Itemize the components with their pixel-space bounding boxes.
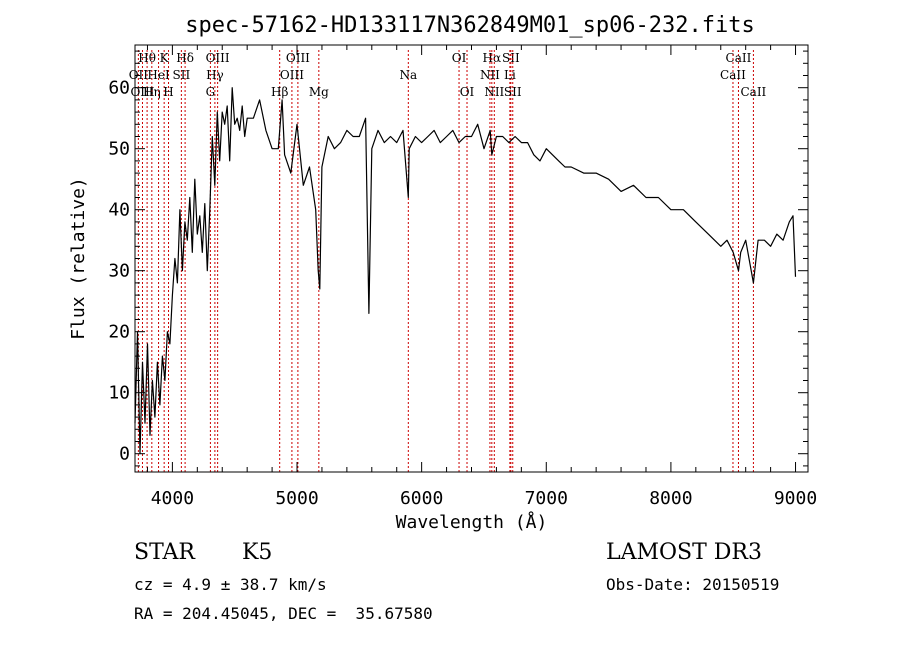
survey-name: LAMOST DR3 [606,540,762,565]
redshift-readout: cz = 4.9 ± 38.7 km/s [134,575,327,594]
y-tick-label: 10 [108,383,130,404]
x-axis-title: Wavelength (Å) [396,511,548,533]
marker-label: CaII [740,85,766,99]
marker-label: OIII [280,68,304,82]
x-tick-label: 8000 [649,488,692,509]
marker-label: CaII [726,51,752,65]
marker-label: G [206,85,216,99]
spectrum-line [134,87,797,455]
y-axis-title: Flux (relative) [68,177,89,340]
marker-label: Hθ [138,51,156,65]
marker-label: K [160,51,170,65]
marker-label: OIII [206,51,230,65]
chart-title: spec-57162-HD133117N362849M01_sp06-232.f… [185,13,755,38]
y-tick-label: 20 [108,322,130,343]
obs-date: Obs-Date: 20150519 [606,575,780,594]
marker-label: SII [173,68,191,82]
x-tick-label: 7000 [525,488,568,509]
marker-label: SII [502,51,520,65]
marker-label: Hη [143,85,161,99]
y-axis: 0 10 20 30 40 50 60 [108,50,808,467]
x-tick-label: 5000 [275,488,318,509]
marker-label: H [163,85,173,99]
marker-label: OIII [130,85,154,99]
marker-label: OI [460,85,475,99]
marker-label: Hγ [206,68,224,82]
y-tick-label: 60 [108,78,130,99]
coordinates: RA = 204.45045, DEC = 35.67580 [134,604,433,623]
marker-label: NII [484,85,504,99]
x-tick-label: 4000 [151,488,194,509]
object-subclass: K5 [242,540,273,565]
x-tick-label: 6000 [400,488,443,509]
plot-frame [134,44,809,473]
y-tick-label: 40 [108,200,130,221]
marker-label: Na [399,68,417,82]
marker-label: OI [452,51,467,65]
marker-label: Mg [309,85,329,99]
marker-label: Hα [483,51,502,65]
marker-label: CaII [720,68,746,82]
marker-label: SII [504,85,522,99]
marker-label: NII [480,68,500,82]
spectrum-series-line [134,87,797,455]
marker-label: Li [504,68,516,82]
y-tick-label: 0 [119,444,130,465]
x-tick-label: 9000 [774,488,817,509]
marker-label: Hδ [176,51,194,65]
y-tick-label: 30 [108,261,130,282]
x-axis: 4000 5000 6000 7000 8000 9000 [146,45,817,509]
y-tick-label: 50 [108,139,130,160]
object-class: STAR [134,540,195,565]
marker-label: Hβ [271,85,288,99]
marker-label: HeI [147,68,170,82]
marker-label: OIII [286,51,310,65]
